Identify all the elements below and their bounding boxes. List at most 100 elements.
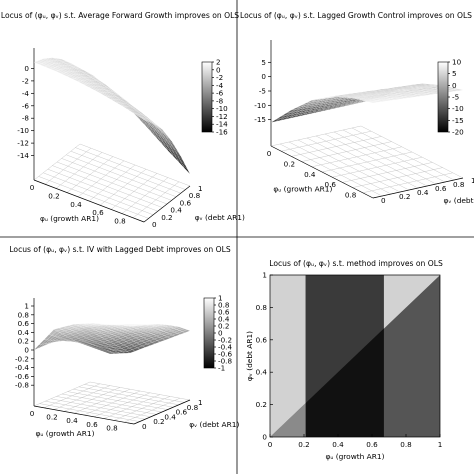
colorbar-tick-label: -0.8 <box>218 357 232 366</box>
z-tick-label: -4 <box>22 89 30 98</box>
y-tick-label: 1 <box>198 184 203 193</box>
x-tick-label: 0.4 <box>70 200 82 209</box>
heatmap-frame <box>269 274 441 438</box>
colorbar-tick-label: -5 <box>452 93 459 102</box>
y-tick-label: 0.6 <box>176 408 188 417</box>
y-tick-label: 0.6 <box>435 184 447 193</box>
colorbar-tick-label: -15 <box>452 116 464 125</box>
colorbar-tick-label: 0 <box>218 329 223 338</box>
floor-line <box>66 154 177 197</box>
z-tick-label: -8 <box>22 114 30 123</box>
x-tick-label: 0.8 <box>345 191 357 200</box>
surface-cell <box>403 95 414 98</box>
x-axis-label: φᵤ (growth AR1) <box>273 184 332 193</box>
floor-line <box>61 158 172 201</box>
colorbar-tick-label: 1 <box>218 294 223 303</box>
surface-cell <box>154 123 163 130</box>
z-tick-label: 0.4 <box>18 328 30 337</box>
y-axis-line <box>133 399 191 425</box>
y-tick-label: 0.8 <box>189 191 201 200</box>
x-axis-line <box>33 405 135 425</box>
z-tick-label: -0.4 <box>15 363 29 372</box>
z-tick-label: -15 <box>254 115 266 124</box>
surface-cell <box>376 99 387 102</box>
x-tick-label: 0.6 <box>366 440 378 449</box>
colorbar-tick-label: 0.4 <box>218 315 230 324</box>
x-tick-label: 0.8 <box>114 217 126 226</box>
floor-line <box>113 396 171 421</box>
colorbar-tick-label: -20 <box>452 128 464 137</box>
x-tick-label: 0 <box>267 149 272 158</box>
surface-cell <box>412 94 423 97</box>
surface-cell <box>147 119 156 125</box>
panel3-title: Locus of (φᵤ, φᵥ) s.t. IV with Lagged De… <box>9 245 231 254</box>
y-tick-label: 1 <box>471 176 474 185</box>
floor-line <box>121 177 169 214</box>
surface <box>33 57 191 175</box>
middle-band-upper-region <box>305 275 384 403</box>
x-axis-label: φᵤ (growth AR1) <box>326 452 385 461</box>
surface-cell <box>143 117 151 123</box>
z-tick-label: -0.6 <box>15 372 29 381</box>
left-band-region <box>270 275 306 437</box>
colorbar-tick-label: -0.4 <box>218 343 232 352</box>
floor-line <box>99 169 147 206</box>
x-tick-label: 0.8 <box>106 423 118 432</box>
z-tick-label: 0.2 <box>18 337 29 346</box>
panel2-surface-plot: -15 -10 -5 0 5 0 0.2 0.4 0.6 0.8 0 0.2 0.4 0.6 0.8 1 φᵤ … <box>254 40 474 205</box>
x-tick-label: 1 <box>438 440 443 449</box>
floor-line <box>342 129 446 183</box>
panel3-surface-plot: -0.8-0.6-0.4-0.200.20.40.60.810 0.2 0.4 0.6… <box>15 294 239 439</box>
panel4-title: Locus of (φᵤ, φᵥ) s.t. method improves o… <box>269 259 443 268</box>
y-axis-label: φᵥ (debt AR1) <box>444 196 474 205</box>
y-tick-label: 0.8 <box>453 180 465 189</box>
x-tick-label: 0 <box>30 409 35 418</box>
y-tick-label: 0.6 <box>180 198 192 207</box>
floor-line <box>67 391 168 410</box>
left-band-lower-region <box>270 402 306 437</box>
x-tick-label: 0.2 <box>46 413 57 422</box>
colorbar-tick-label: 0 <box>216 65 221 74</box>
z-tick-label: 5 <box>261 58 266 67</box>
z-tick-label: -0.2 <box>15 354 29 363</box>
surface-cell <box>182 163 191 175</box>
colorbar-tick-label: -1 <box>218 364 225 373</box>
y-tick-label: 0.4 <box>417 188 429 197</box>
surface-cell <box>381 98 392 102</box>
x-tick-label: 0.6 <box>324 180 336 189</box>
surface <box>33 323 191 355</box>
x-tick-label: 0.8 <box>400 440 412 449</box>
colorbar <box>201 61 213 133</box>
floor-line <box>75 147 186 190</box>
floor-line <box>84 384 185 403</box>
y-tick-label: 0.8 <box>187 403 199 412</box>
y-tick-label: 0.4 <box>170 206 182 215</box>
colorbar-tick-label: 0.2 <box>218 322 229 331</box>
surface-cell <box>161 130 170 139</box>
colorbar-tick-label: 0.6 <box>218 308 230 317</box>
y-tick-label: 0 <box>262 433 267 442</box>
colorbar-tick-label: -4 <box>216 81 224 90</box>
surface-cell <box>408 95 419 98</box>
floor-line <box>89 381 191 401</box>
floor-line <box>123 398 181 423</box>
z-tick-label: -12 <box>17 139 29 148</box>
floor-line <box>342 162 433 183</box>
z-tick-label: -6 <box>22 101 30 110</box>
floor-line <box>332 157 423 178</box>
surface-cell <box>138 116 147 121</box>
z-tick-label: 0.6 <box>18 319 30 328</box>
x-axis-line <box>33 179 145 223</box>
y-axis-line <box>143 185 191 223</box>
floor-grid <box>33 143 191 223</box>
floor-line <box>352 167 443 188</box>
y-tick-label: 1 <box>262 271 267 280</box>
x-tick-label: 0.4 <box>66 416 78 425</box>
floor-line <box>79 143 191 187</box>
x-tick-label: 0.4 <box>332 440 344 449</box>
surface-cell <box>128 325 137 327</box>
surface-cell <box>170 326 179 329</box>
surface-cell <box>453 88 464 91</box>
